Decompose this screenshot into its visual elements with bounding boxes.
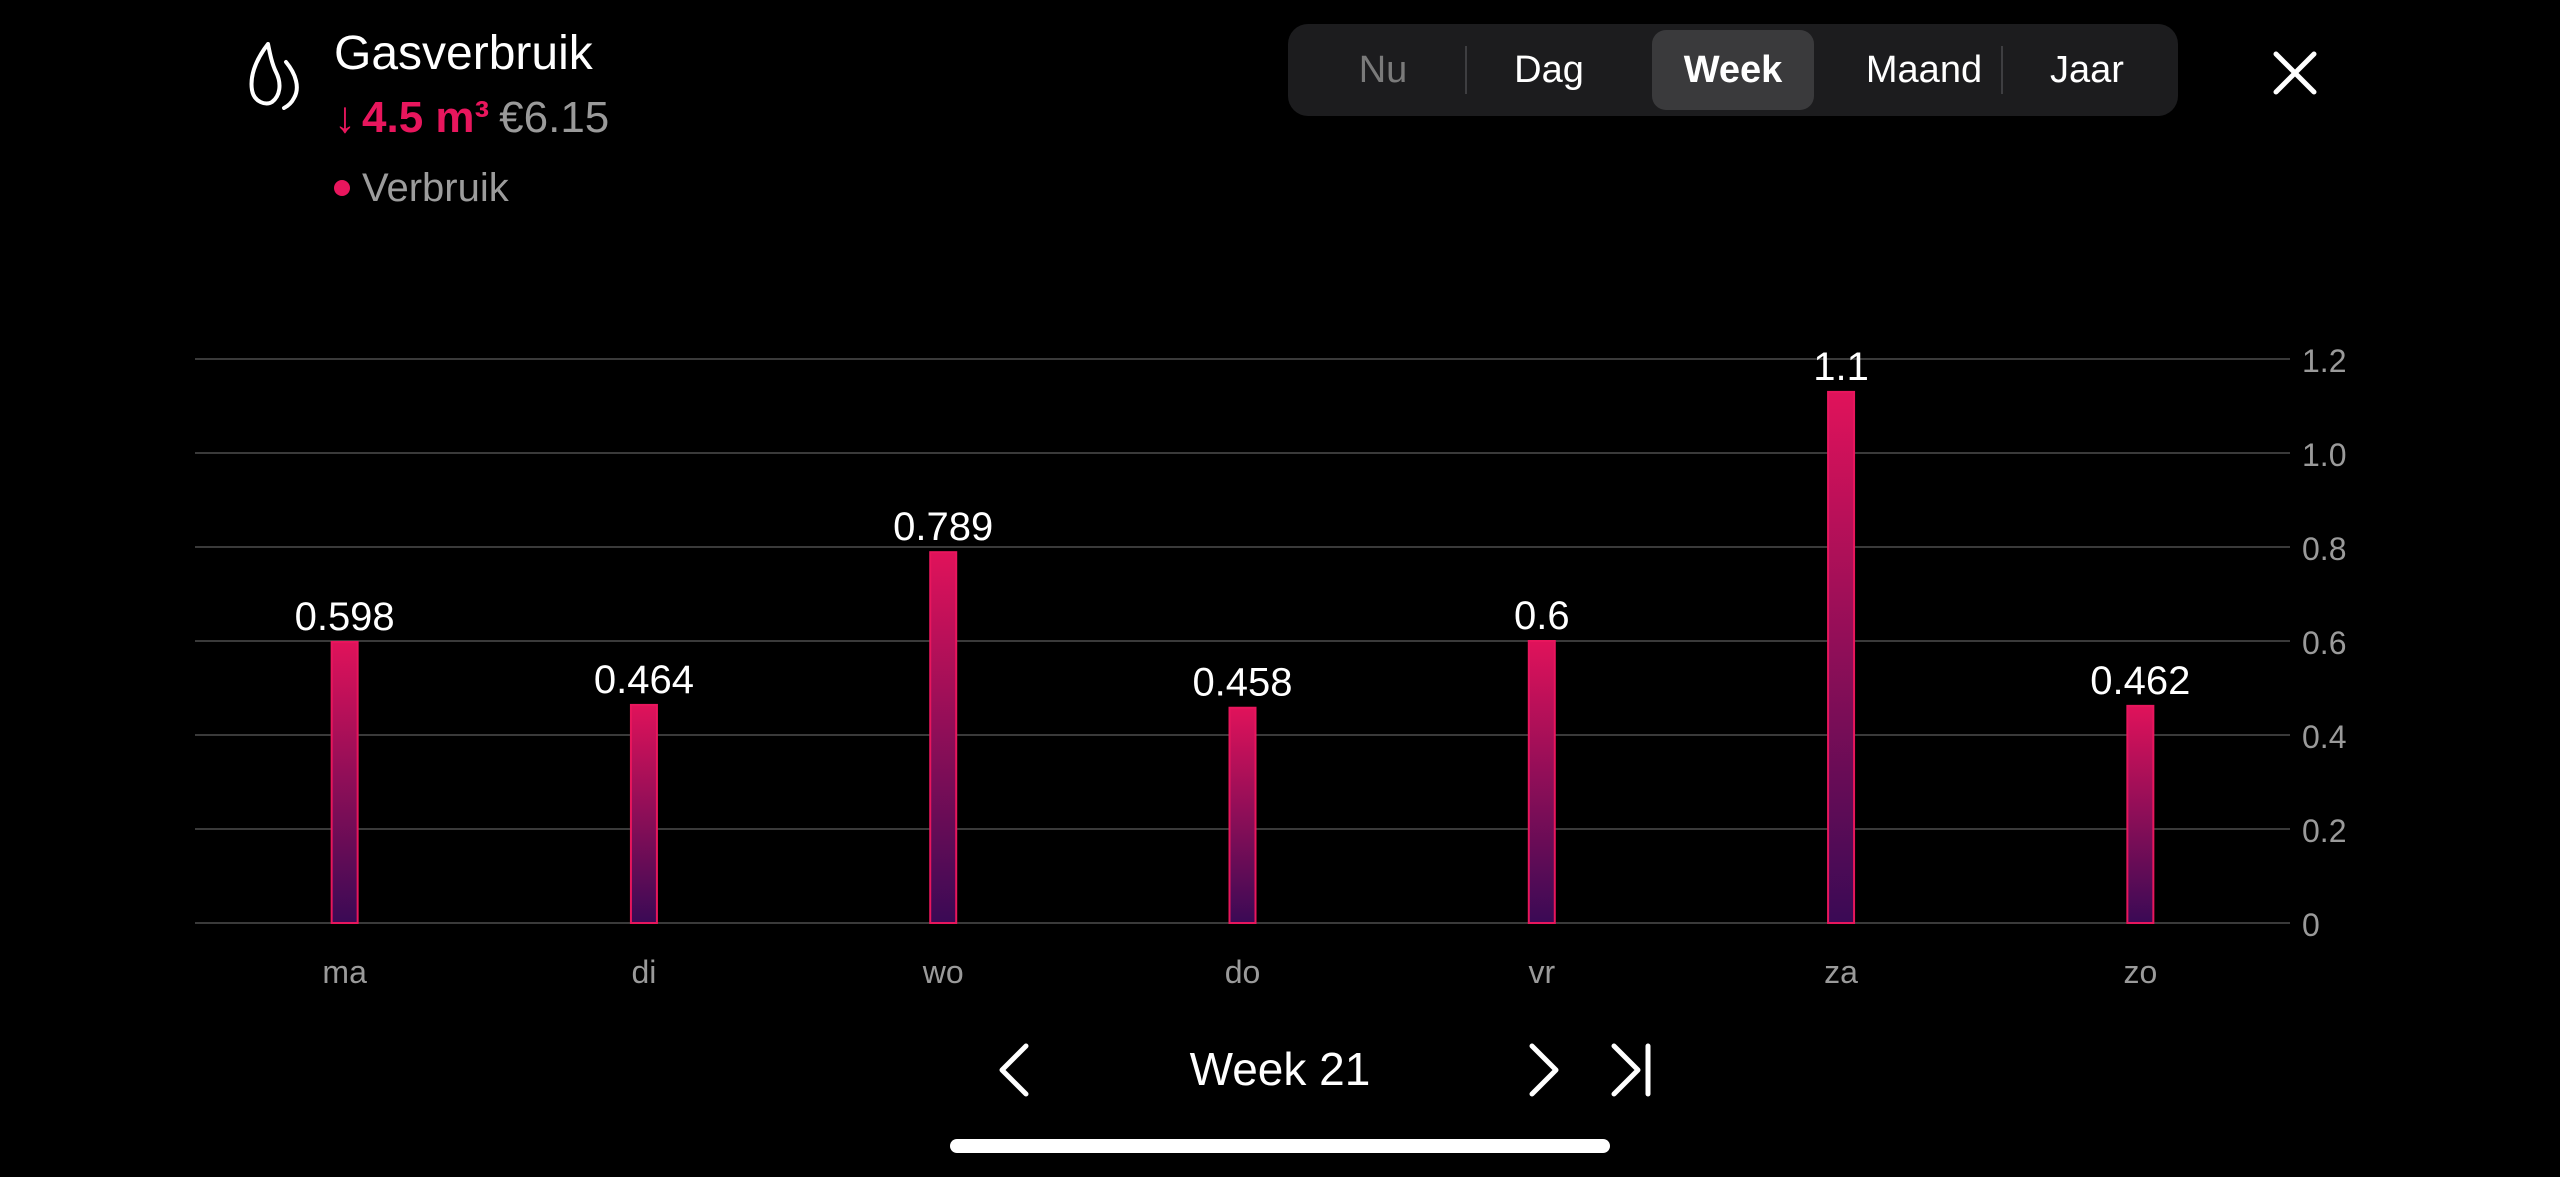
bar xyxy=(1527,640,1556,924)
bar xyxy=(1827,390,1856,924)
chevron-left-icon[interactable] xyxy=(990,1040,1038,1100)
tab-divider xyxy=(1465,46,1467,94)
bar-value-label: 1.1 xyxy=(1813,345,1869,389)
y-tick-label: 1.0 xyxy=(2302,437,2346,473)
bar xyxy=(2126,704,2155,924)
flame-icon xyxy=(249,42,299,110)
tab-divider xyxy=(2001,46,2003,94)
bar xyxy=(1228,706,1257,924)
y-tick-label: 0.2 xyxy=(2302,813,2346,849)
tab-year[interactable]: Jaar xyxy=(2050,48,2124,91)
bar-value-label: 0.6 xyxy=(1514,594,1570,638)
tab-day[interactable]: Dag xyxy=(1514,48,1584,91)
x-tick-label: ma xyxy=(322,954,367,990)
tab-month[interactable]: Maand xyxy=(1865,48,1983,91)
chevron-right-icon[interactable] xyxy=(1520,1040,1568,1100)
legend-label: Verbruik xyxy=(362,166,509,210)
usage-amount: 4.5 m³ xyxy=(362,93,490,142)
x-tick-label: vr xyxy=(1528,954,1555,990)
page-title: Gasverbruik xyxy=(334,27,593,80)
usage-cost: €6.15 xyxy=(499,93,610,142)
bar-value-label: 0.598 xyxy=(295,595,395,639)
usage-summary: ↓ 4.5 m³ €6.15 xyxy=(334,90,609,146)
bar-value-label: 0.464 xyxy=(594,658,694,702)
x-tick-label: do xyxy=(1225,954,1261,990)
skip-to-latest-icon[interactable] xyxy=(1600,1040,1660,1100)
y-tick-label: 1.2 xyxy=(2302,343,2346,379)
bar xyxy=(929,551,958,924)
bar xyxy=(330,640,359,924)
tab-now[interactable]: Nu xyxy=(1358,48,1408,91)
arrow-down-icon: ↓ xyxy=(334,93,356,142)
bar xyxy=(629,703,658,925)
x-tick-label: za xyxy=(1824,954,1858,990)
x-tick-label: di xyxy=(631,954,656,990)
y-tick-label: 0.6 xyxy=(2302,625,2346,661)
period-label: Week 21 xyxy=(1189,1043,1371,1095)
period-selector: Nu Dag Week Maand Jaar xyxy=(1288,24,2178,116)
bar-value-label: 0.789 xyxy=(893,505,993,549)
legend-dot xyxy=(334,180,350,196)
x-tick-label: zo xyxy=(2123,954,2157,990)
y-tick-label: 0.4 xyxy=(2302,719,2346,755)
home-indicator xyxy=(950,1139,1610,1153)
x-tick-label: wo xyxy=(922,954,964,990)
bar-value-label: 0.458 xyxy=(1192,661,1292,705)
y-tick-label: 0 xyxy=(2302,907,2320,943)
usage-bar-chart: 0 0.2 0.4 0.6 0.8 1.0 1.2 0.598 ma 0.464 di 0.789 w… xyxy=(195,343,2346,990)
legend: Verbruik xyxy=(334,162,509,214)
y-tick-label: 0.8 xyxy=(2302,531,2346,567)
tab-week[interactable]: Week xyxy=(1652,30,1814,110)
bar-value-label: 0.462 xyxy=(2090,659,2190,703)
close-icon[interactable] xyxy=(2270,48,2320,98)
